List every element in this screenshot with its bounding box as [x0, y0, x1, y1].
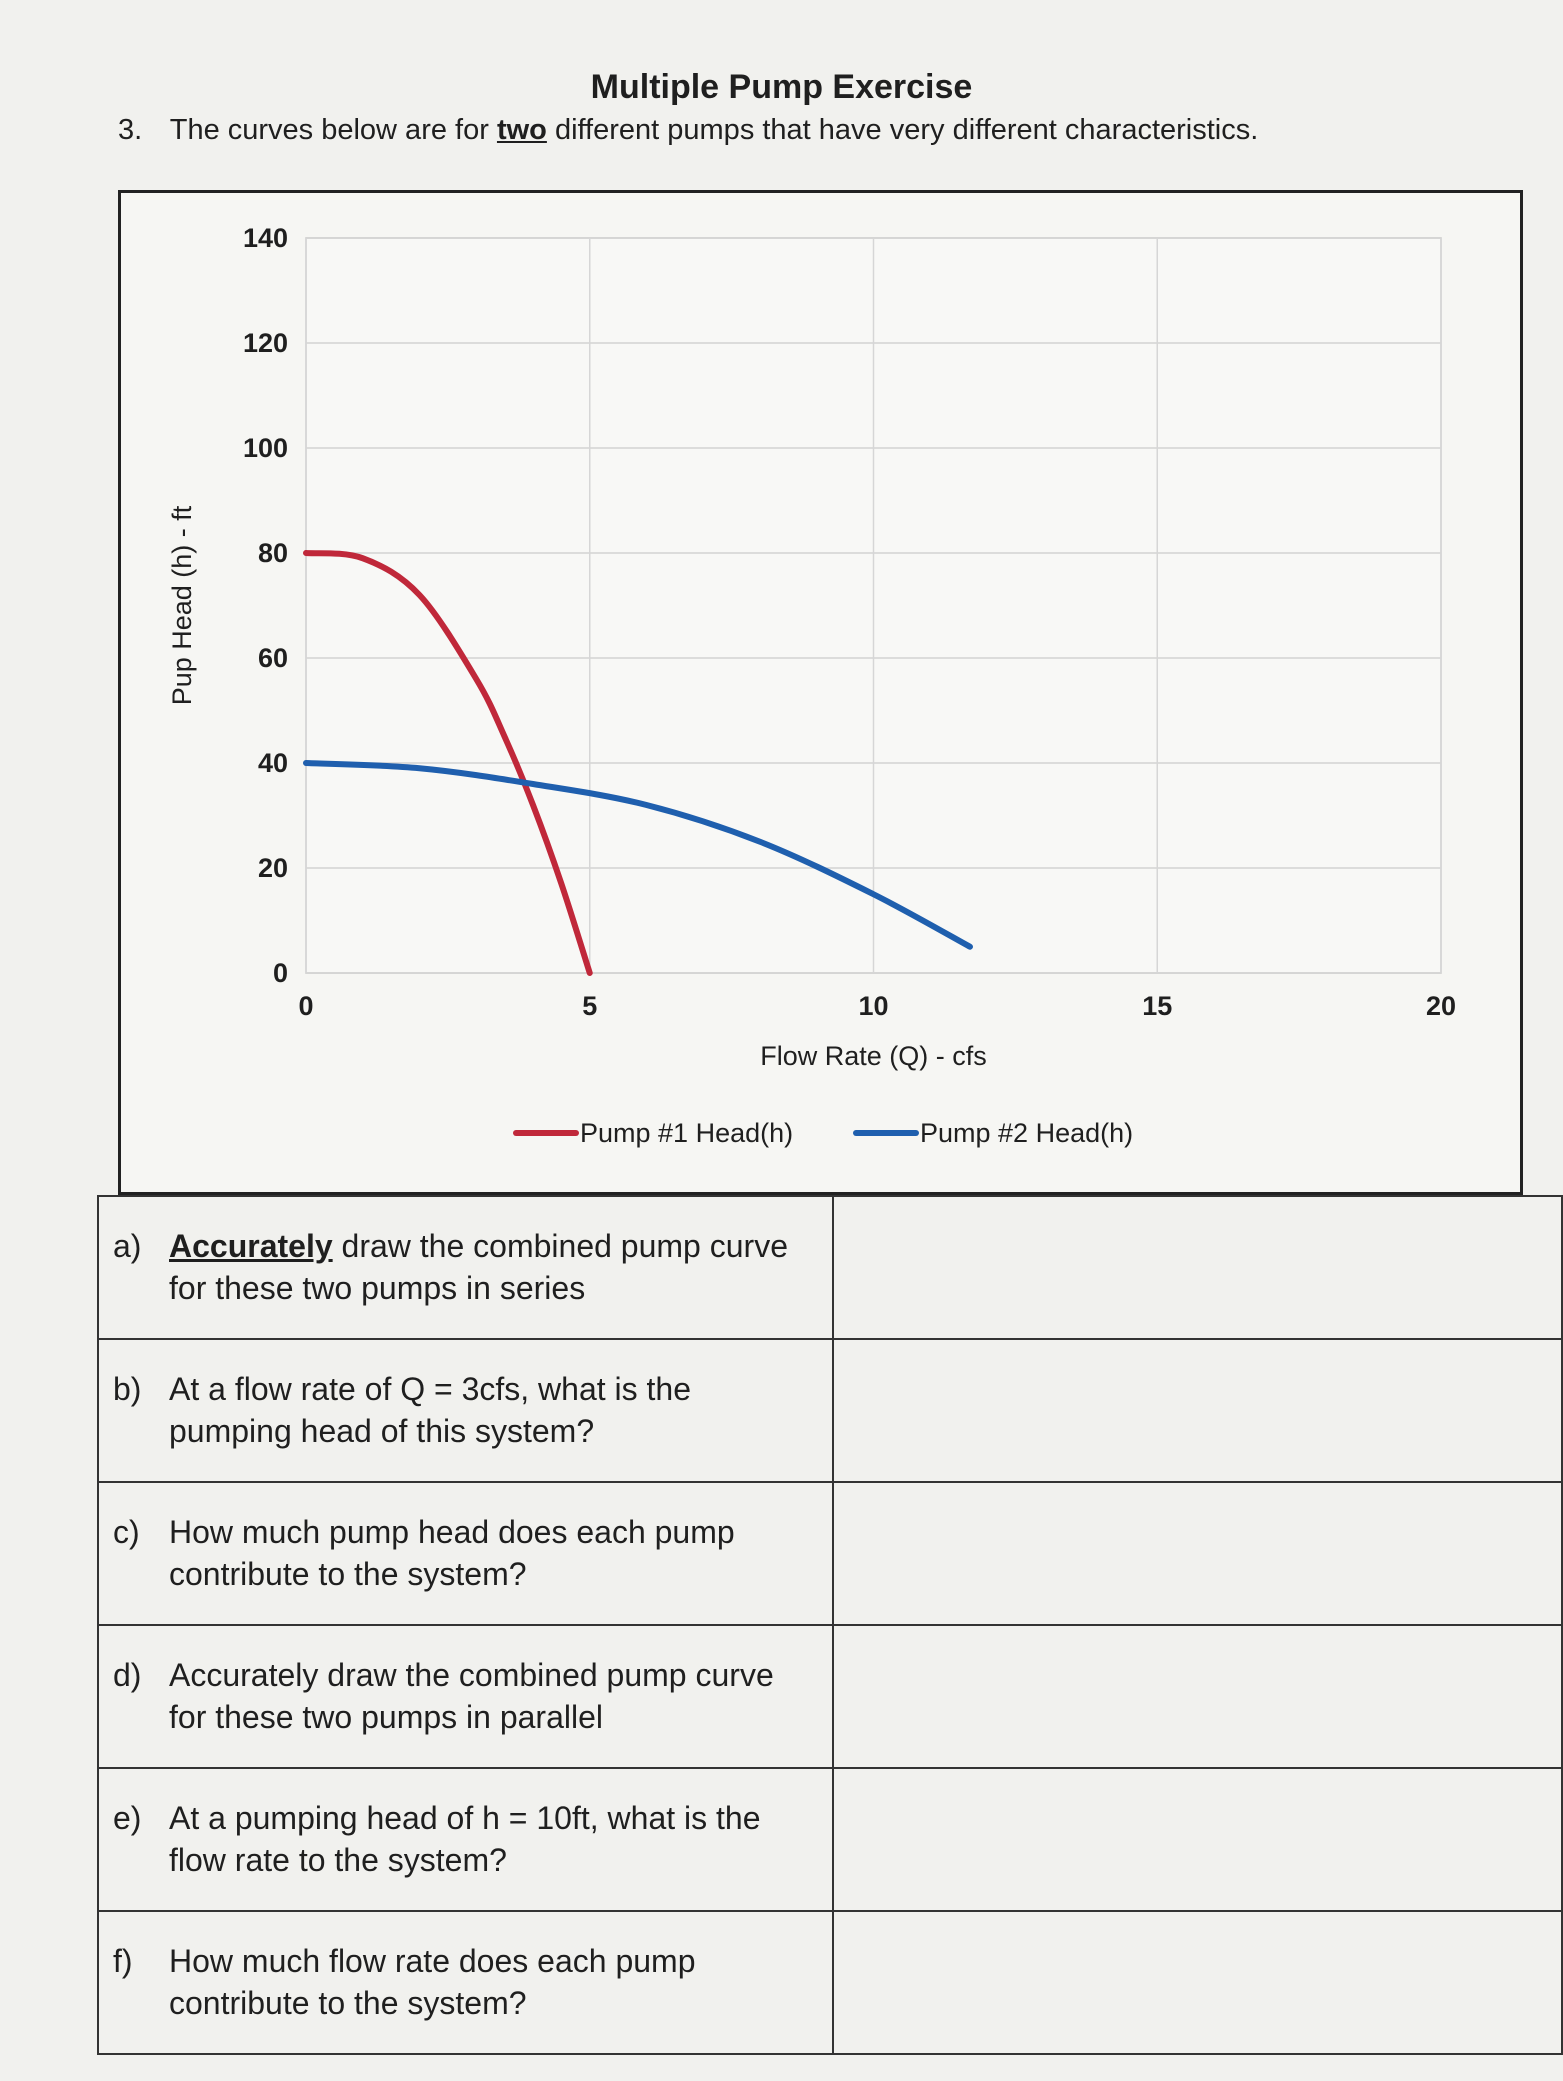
answer-cell[interactable]	[831, 1338, 1563, 1483]
y-tick-label: 120	[243, 328, 288, 358]
question-letter: f)	[113, 1942, 133, 1979]
questions-table: a) Accurately draw the combined pump curv…	[97, 1195, 1563, 2055]
question-content: c) How much pump head does each pump cont…	[113, 1512, 818, 1595]
answer-cell[interactable]	[831, 1481, 1563, 1626]
question-body: At a flow rate of Q = 3cfs, what is the …	[169, 1370, 692, 1449]
answer-cell[interactable]	[831, 1624, 1563, 1769]
x-tick-label: 10	[858, 991, 888, 1021]
y-axis-label: Pup Head (h) - ft	[167, 505, 197, 705]
question-body: How much pump head does each pump contri…	[169, 1513, 735, 1592]
y-tick-label: 60	[258, 643, 288, 673]
answer-cell[interactable]	[831, 1195, 1563, 1340]
x-tick-label: 5	[582, 991, 597, 1021]
question-row: b) At a flow rate of Q = 3cfs, what is th…	[97, 1338, 1563, 1483]
question-emphasis: Accurately	[169, 1227, 333, 1264]
question-content: d) Accurately draw the combined pump curv…	[113, 1655, 818, 1738]
problem-number: 3.	[118, 114, 143, 146]
answer-cell[interactable]	[831, 1767, 1563, 1912]
question-row: c) How much pump head does each pump cont…	[97, 1481, 1563, 1626]
legend-label-pump-1: Pump #1 Head(h)	[580, 1118, 793, 1148]
problem-emphasis: two	[496, 114, 547, 146]
question-cell: c) How much pump head does each pump cont…	[97, 1481, 834, 1626]
question-letter: e)	[113, 1799, 142, 1836]
problem-text-before: The curves below are for	[169, 114, 489, 146]
pump-curve-chart: 0 20 40 60 80 100 120 140 0 5 10 15 20 Flow Rate (Q) …	[118, 190, 1523, 1195]
page-title: Multiple Pump Exercise	[590, 68, 973, 106]
question-text: Accurately draw the combined pump curve …	[169, 1655, 818, 1738]
series-line-pump-2	[303, 760, 973, 950]
question-body: How much flow rate does each pump contri…	[169, 1942, 696, 2021]
question-text: At a pumping head of h = 10ft, what is t…	[169, 1798, 818, 1881]
x-tick-label: 15	[1142, 991, 1172, 1021]
question-content: e) At a pumping head of h = 10ft, what is…	[113, 1798, 818, 1881]
series-line-pump-1	[303, 550, 593, 976]
chart-svg: 0 20 40 60 80 100 120 140 0 5 10 15 20 Flow Rate (Q) …	[167, 223, 1456, 1148]
question-cell: f) How much flow rate does each pump cont…	[97, 1910, 834, 2055]
question-letter: d)	[113, 1656, 142, 1693]
question-text: How much pump head does each pump contri…	[169, 1512, 818, 1595]
question-row: e) At a pumping head of h = 10ft, what is…	[97, 1767, 1563, 1912]
question-cell: b) At a flow rate of Q = 3cfs, what is th…	[97, 1338, 834, 1483]
question-cell: e) At a pumping head of h = 10ft, what is…	[97, 1767, 834, 1912]
y-tick-label: 100	[243, 433, 288, 463]
y-tick-label: 20	[258, 853, 288, 883]
y-tick-label: 0	[273, 958, 288, 988]
legend-label-pump-2: Pump #2 Head(h)	[920, 1118, 1133, 1148]
question-content: f) How much flow rate does each pump cont…	[113, 1941, 818, 2024]
y-tick-label: 40	[258, 748, 288, 778]
x-tick-label: 0	[298, 991, 313, 1021]
question-row: d) Accurately draw the combined pump curv…	[97, 1624, 1563, 1769]
y-tick-label: 80	[258, 538, 288, 568]
question-text: At a flow rate of Q = 3cfs, what is the …	[169, 1369, 818, 1452]
question-cell: d) Accurately draw the combined pump curv…	[97, 1624, 834, 1769]
question-content: a) Accurately draw the combined pump curv…	[113, 1226, 818, 1309]
y-tick-label: 140	[243, 223, 288, 253]
x-tick-label: 20	[1426, 991, 1456, 1021]
question-body: Accurately draw the combined pump curve …	[169, 1656, 774, 1735]
question-content: b) At a flow rate of Q = 3cfs, what is th…	[113, 1369, 818, 1452]
question-text: How much flow rate does each pump contri…	[169, 1941, 818, 2024]
question-cell: a) Accurately draw the combined pump curv…	[97, 1195, 834, 1340]
question-letter: a)	[113, 1227, 142, 1264]
question-body: draw the combined pump curve for these t…	[169, 1227, 788, 1306]
question-row: f) How much flow rate does each pump cont…	[97, 1910, 1563, 2055]
question-text: Accurately draw the combined pump curve …	[169, 1226, 818, 1309]
problem-statement: 3. The curves below are for two differen…	[118, 114, 1258, 147]
question-letter: b)	[113, 1370, 142, 1407]
question-row: a) Accurately draw the combined pump curv…	[97, 1195, 1563, 1340]
x-axis-label: Flow Rate (Q) - cfs	[760, 1041, 987, 1071]
question-body: At a pumping head of h = 10ft, what is t…	[169, 1799, 761, 1878]
problem-text-after: different pumps that have very different…	[554, 114, 1259, 146]
answer-cell[interactable]	[831, 1910, 1563, 2055]
question-letter: c)	[113, 1513, 140, 1550]
